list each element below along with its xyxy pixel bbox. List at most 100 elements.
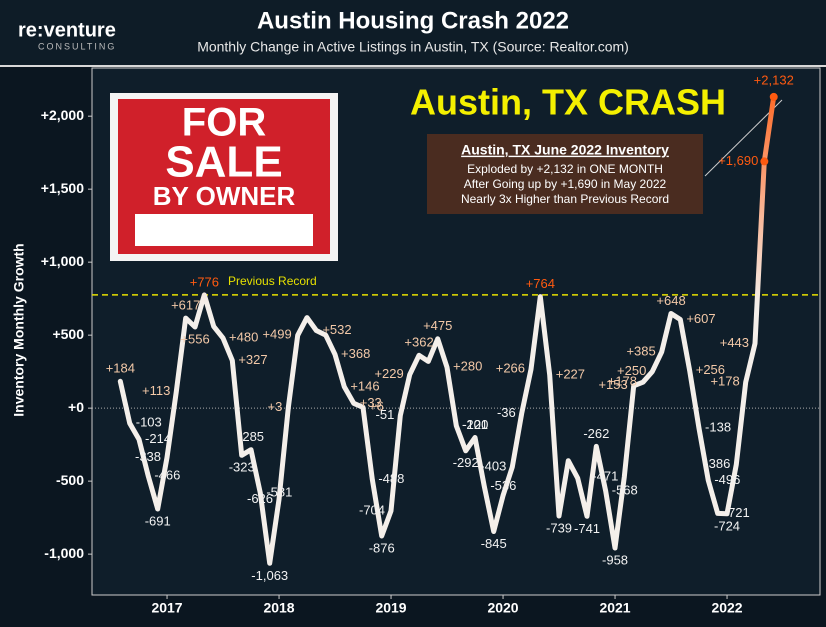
data-label: -958 [602, 552, 628, 567]
data-label: +776 [190, 274, 219, 289]
data-label: +6 [369, 399, 384, 414]
for-sale-sign: FOR SALE BY OWNER [110, 93, 338, 261]
sign-text: BY OWNER [153, 181, 296, 211]
data-label: +229 [374, 366, 403, 381]
data-label: +153 [598, 377, 627, 392]
y-tick-label: +2,000 [41, 107, 84, 123]
data-label: -876 [369, 540, 395, 555]
data-label: +178 [608, 374, 637, 389]
data-label: -739 [546, 520, 572, 535]
y-tick-label: -500 [56, 472, 84, 488]
data-label: +280 [453, 359, 482, 374]
data-label: -724 [714, 518, 740, 533]
y-tick-label: +500 [52, 326, 84, 342]
callout-title: Austin, TX June 2022 Inventory [461, 142, 669, 158]
data-label: +499 [262, 327, 291, 342]
data-label: +33 [360, 395, 382, 410]
data-label: -323 [229, 460, 255, 475]
point [769, 92, 778, 101]
callout-box [427, 134, 703, 214]
chart-subtitle: Monthly Change in Active Listings in Aus… [197, 39, 629, 55]
data-label: -536 [490, 478, 516, 493]
x-tick-label: 2022 [711, 600, 742, 616]
data-label: +146 [350, 378, 379, 393]
x-tick-label: 2019 [375, 600, 406, 616]
x-tick-label: 2020 [487, 600, 518, 616]
y-tick-label: -1,000 [44, 545, 84, 561]
data-label: +2,132 [754, 72, 794, 87]
sign-text: FOR [182, 101, 267, 145]
data-label: +227 [556, 366, 585, 381]
data-label: +362 [404, 335, 433, 350]
data-label: -138 [705, 420, 731, 435]
callout-line: Nearly 3x Higher than Previous Record [461, 192, 669, 206]
data-label: -201 [462, 417, 488, 432]
data-label: -466 [154, 468, 180, 483]
data-label: -338 [135, 449, 161, 464]
data-label: -403 [480, 458, 506, 473]
x-tick-label: 2021 [599, 600, 630, 616]
point [760, 157, 769, 166]
data-label: -214 [145, 431, 171, 446]
data-label: -581 [266, 484, 292, 499]
data-label: +385 [626, 343, 655, 358]
data-label: +764 [526, 276, 555, 291]
data-label: -721 [724, 505, 750, 520]
data-label: -51 [376, 407, 395, 422]
y-tick-label: +0 [68, 399, 84, 415]
data-label: -488 [378, 471, 404, 486]
data-label: +475 [423, 318, 452, 333]
y-tick-label: +1,500 [41, 180, 84, 196]
logo: re:venture [18, 19, 116, 41]
y-tick-label: +1,000 [41, 253, 84, 269]
data-label: -36 [497, 405, 516, 420]
data-label: +256 [696, 362, 725, 377]
callout-line: After Going up by +1,690 in May 2022 [464, 177, 667, 191]
data-label: +113 [142, 383, 170, 398]
reference-label: Previous Record [228, 274, 317, 288]
chart-title: Austin Housing Crash 2022 [257, 7, 569, 34]
data-label: -626 [247, 491, 273, 506]
header [0, 0, 826, 66]
data-label: -568 [612, 482, 638, 497]
data-label: -386 [704, 456, 730, 471]
data-label: +532 [322, 322, 351, 337]
data-label: +1,690 [718, 153, 758, 168]
x-tick-label: 2018 [263, 600, 294, 616]
data-label: -262 [583, 426, 609, 441]
x-tick-label: 2017 [151, 600, 182, 616]
data-label: -741 [574, 521, 600, 536]
callout-line: Exploded by +2,132 in ONE MONTH [467, 162, 663, 176]
data-label: -845 [481, 536, 507, 551]
data-label: -496 [714, 472, 740, 487]
line [117, 94, 777, 566]
data-label: -285 [238, 429, 264, 444]
data-label: -691 [145, 513, 171, 528]
y-axis-label: Inventory Monthly Growth [11, 243, 27, 416]
data-label: +3 [268, 399, 283, 414]
data-label: +184 [106, 361, 135, 376]
sign-blank [135, 214, 313, 246]
data-label: +617 [171, 298, 200, 313]
data-label: -103 [136, 415, 162, 430]
data-label: +368 [341, 346, 370, 361]
data-label: +327 [238, 352, 267, 367]
data-label: +250 [617, 363, 646, 378]
data-label: +556 [180, 331, 209, 346]
data-label: +648 [656, 293, 685, 308]
logo-sub: CONSULTING [38, 41, 116, 51]
sign-text: SALE [165, 138, 282, 187]
data-label: -292 [453, 455, 479, 470]
data-label: +443 [720, 335, 749, 350]
data-label: +607 [686, 311, 715, 326]
data-label: -1,063 [251, 568, 288, 583]
data-label: -704 [359, 502, 385, 517]
headline: Austin, TX CRASH [410, 82, 726, 123]
data-label: +178 [710, 374, 739, 389]
data-label: +266 [496, 361, 525, 376]
data-label: +480 [229, 330, 258, 345]
data-label: -471 [592, 468, 618, 483]
data-label: -120 [462, 417, 488, 432]
